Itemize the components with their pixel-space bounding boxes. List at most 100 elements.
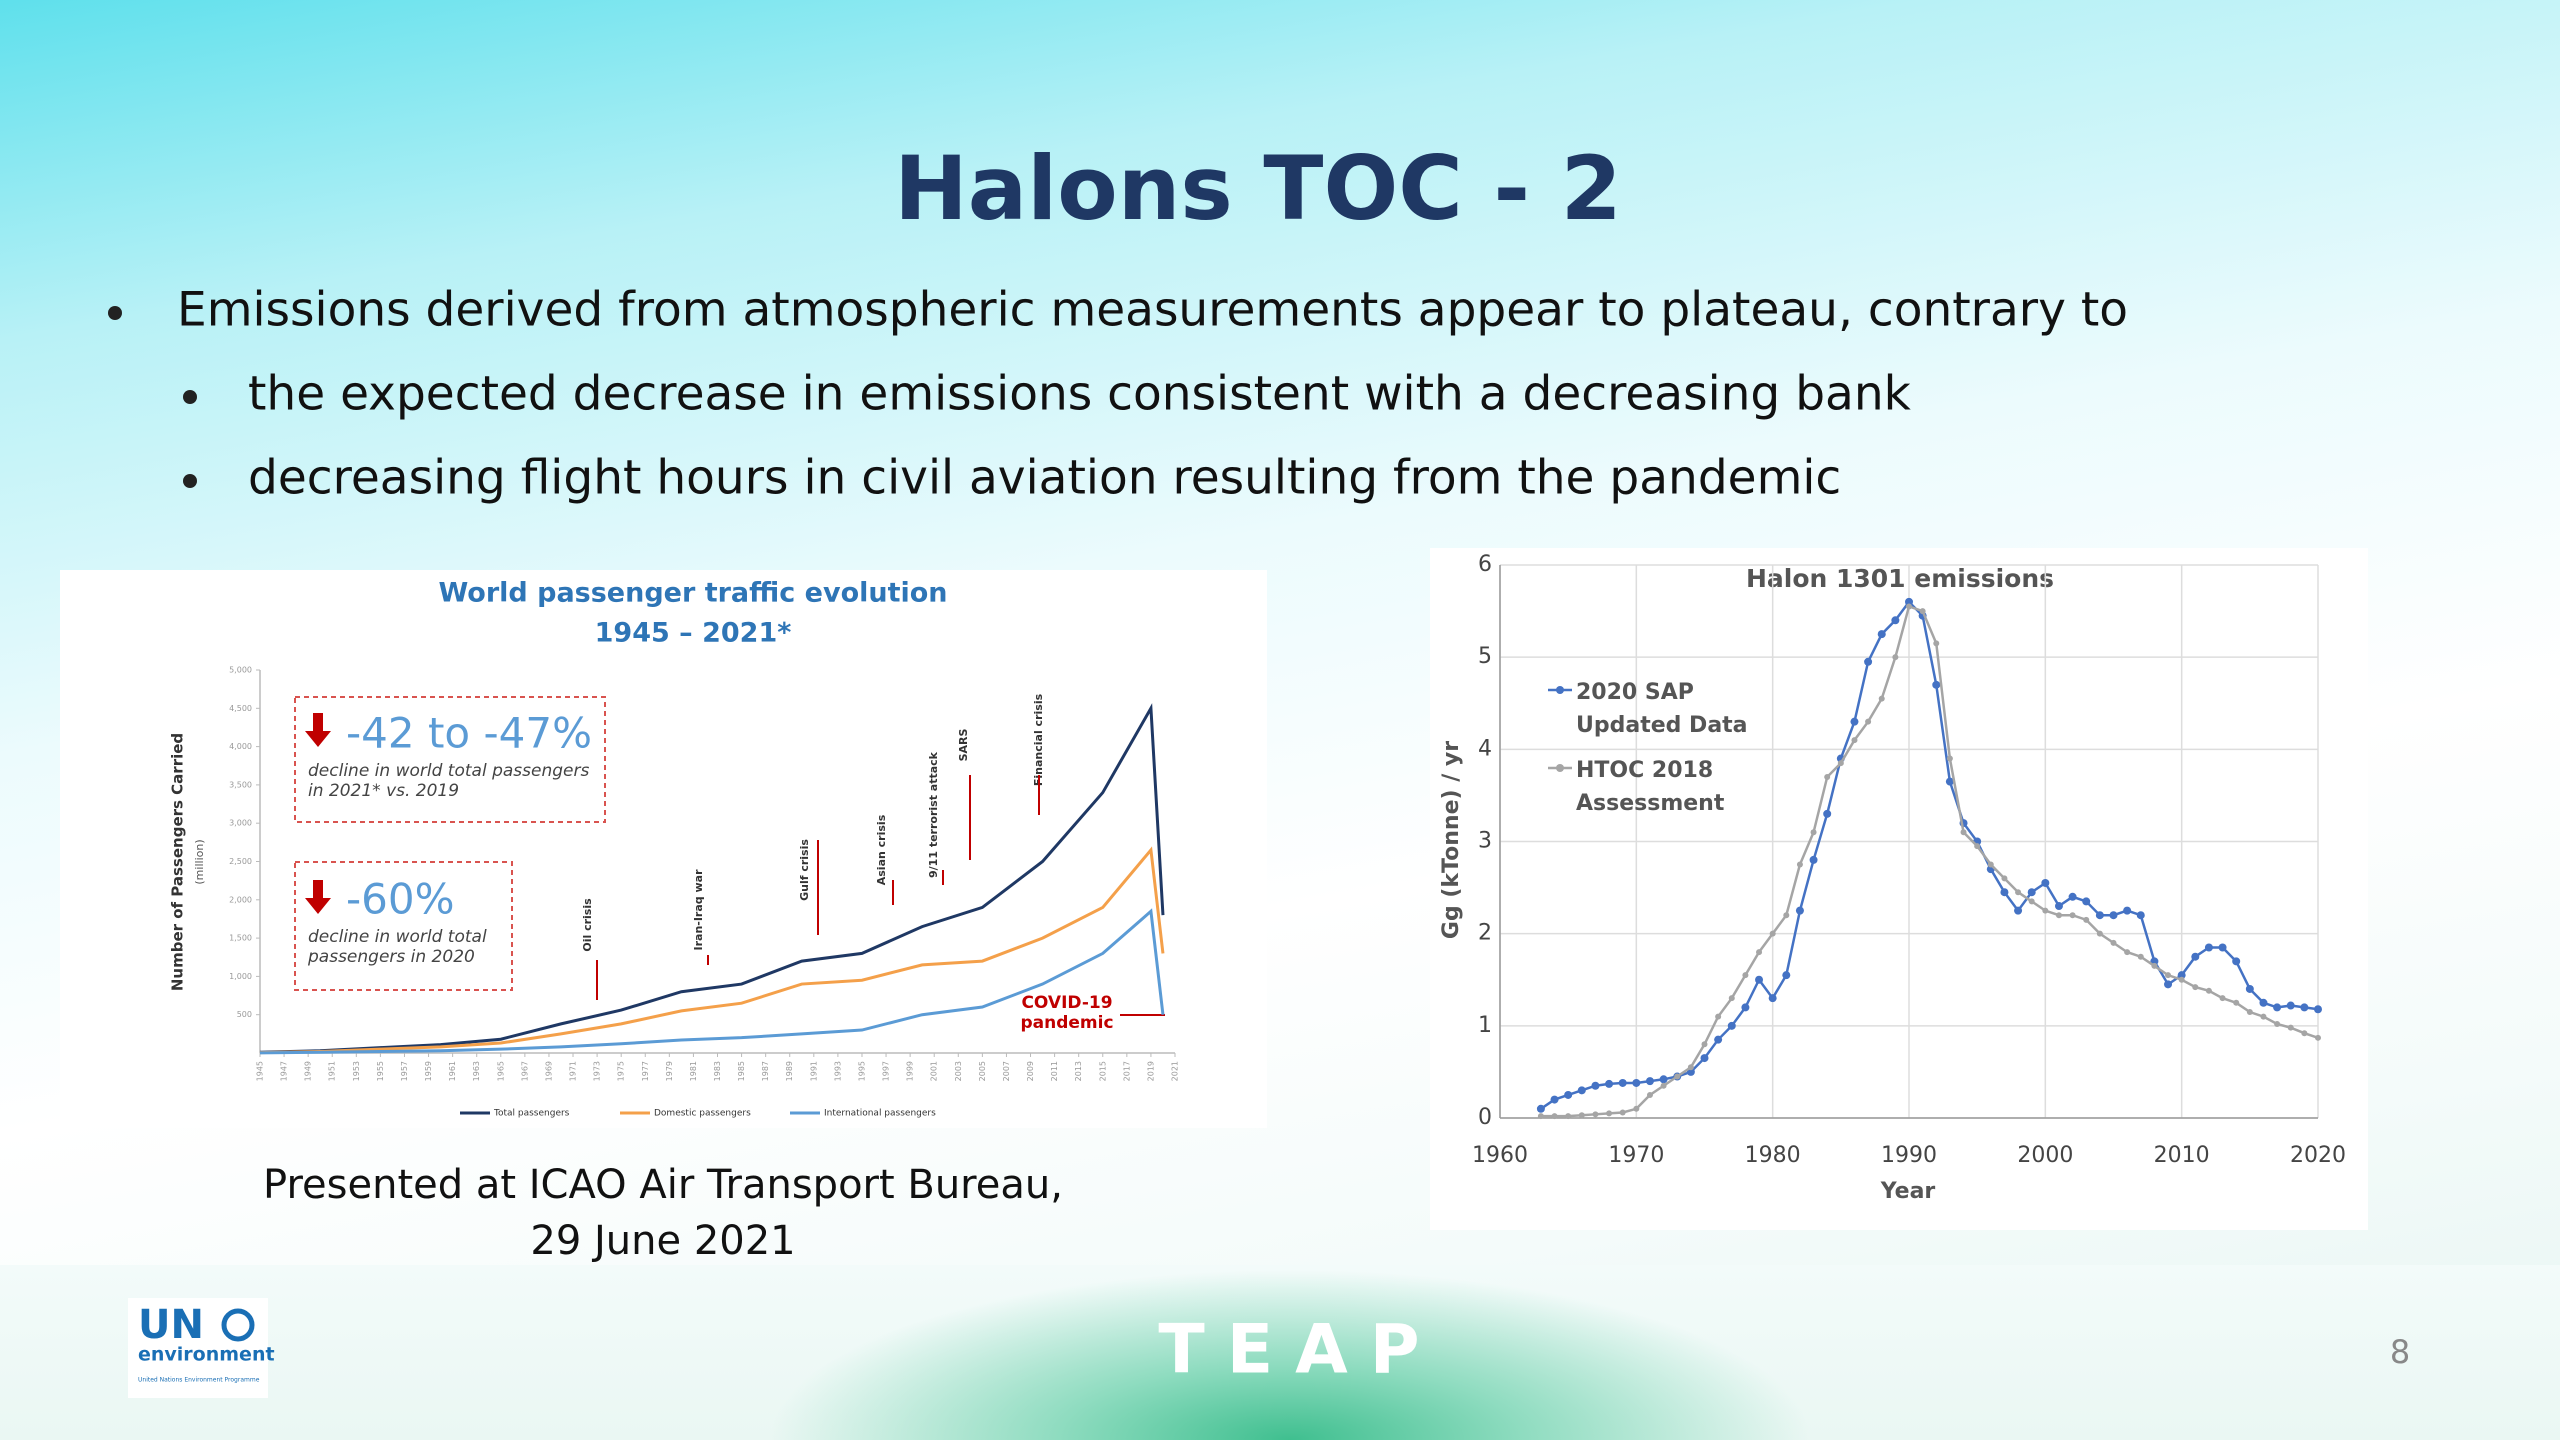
data-point xyxy=(1933,640,1940,647)
data-point xyxy=(1755,975,1764,984)
x-tick-label: 2010 xyxy=(2154,1143,2210,1168)
x-tick-label: 2021 xyxy=(1171,1061,1180,1081)
x-tick-label: 1987 xyxy=(761,1061,770,1081)
data-point xyxy=(2233,999,2240,1006)
data-point xyxy=(1632,1078,1641,1087)
x-tick-label: 2013 xyxy=(1074,1061,1083,1081)
x-tick-label: 1949 xyxy=(304,1061,313,1081)
x-tick-label: 2000 xyxy=(2017,1143,2073,1168)
data-point xyxy=(1633,1105,1640,1112)
x-tick-label: 1983 xyxy=(713,1061,722,1081)
data-point xyxy=(1715,1013,1722,1020)
y-axis-unit: (million) xyxy=(193,839,206,884)
data-point xyxy=(2259,998,2268,1007)
legend-label: 2020 SAP Updated Data xyxy=(1576,680,1748,738)
bullet-text: Emissions derived from atmospheric measu… xyxy=(177,283,2128,338)
data-point xyxy=(1645,1077,1654,1086)
y-tick-label: 2,500 xyxy=(229,857,252,866)
data-point xyxy=(2028,898,2035,905)
data-point xyxy=(2178,976,2185,983)
data-point xyxy=(2001,875,2008,882)
data-point xyxy=(1878,695,1885,702)
data-point xyxy=(1605,1079,1614,1088)
data-point xyxy=(2027,888,2036,897)
y-tick-label: 5,000 xyxy=(229,666,252,675)
down-arrow xyxy=(305,713,331,747)
legend-label: International passengers xyxy=(824,1109,936,1119)
x-tick-label: 2020 xyxy=(2290,1143,2346,1168)
data-point xyxy=(1906,603,1912,610)
y-tick-label: 5 xyxy=(1478,644,1492,669)
data-point xyxy=(1823,809,1832,818)
logo-sub: environment xyxy=(138,1344,275,1366)
x-tick-label: 1957 xyxy=(400,1061,409,1081)
y-tick-label: 6 xyxy=(1478,552,1492,577)
event-label: SARS xyxy=(957,729,970,762)
data-point xyxy=(1864,657,1873,666)
y-tick-label: 2 xyxy=(1478,921,1492,946)
x-tick-label: 2019 xyxy=(1146,1061,1155,1081)
x-tick-label: 1977 xyxy=(641,1061,650,1081)
data-point xyxy=(2246,1009,2253,1016)
data-point xyxy=(2136,911,2145,920)
data-point xyxy=(1714,1035,1723,1044)
x-tick-label: 2003 xyxy=(954,1061,963,1081)
annotation-box xyxy=(294,861,513,991)
annotation-box xyxy=(294,696,606,823)
chart-title: Halon 1301 emissions xyxy=(1746,564,2054,593)
data-point xyxy=(1646,1091,1653,1098)
data-point xyxy=(2069,912,2076,919)
data-point xyxy=(2218,943,2227,952)
event-arrows xyxy=(596,775,1165,1016)
x-tick-label: 1947 xyxy=(280,1061,289,1081)
y-tick-label: 1,500 xyxy=(229,934,252,943)
data-point xyxy=(1769,930,1776,937)
x-tick-label: 1955 xyxy=(376,1061,385,1081)
x-tick-label: 2009 xyxy=(1026,1061,1035,1081)
data-point xyxy=(1577,1086,1586,1095)
x-tick-label: 2007 xyxy=(1002,1061,1011,1081)
y-axis-label: Gg (kTonne) / yr xyxy=(1439,741,1464,939)
annotation-headline: -60% xyxy=(346,875,455,924)
legend-label: HTOC 2018 Assessment xyxy=(1576,758,1725,816)
x-tick-label: 1963 xyxy=(472,1061,481,1081)
x-tick-label: 1985 xyxy=(737,1061,746,1081)
data-point xyxy=(1877,630,1886,639)
x-tick-label: 1959 xyxy=(424,1061,433,1081)
data-point xyxy=(1945,777,1954,786)
data-point xyxy=(1659,1075,1668,1084)
data-point xyxy=(1905,597,1913,606)
data-point xyxy=(1782,971,1791,980)
data-point xyxy=(1565,1113,1572,1120)
data-point xyxy=(1592,1111,1599,1118)
x-tick-label: 1945 xyxy=(256,1061,265,1081)
data-point xyxy=(2137,953,2144,960)
data-point xyxy=(2219,995,2226,1002)
data-point xyxy=(1987,861,1994,868)
slide-title: Halons TOC - 2 xyxy=(894,137,1622,240)
data-point xyxy=(2286,1001,2295,1010)
data-point xyxy=(2109,911,2118,920)
data-point xyxy=(2164,980,2173,989)
y-tick-label: 4,000 xyxy=(229,742,252,751)
series-line xyxy=(1540,599,2319,1110)
data-point xyxy=(2095,911,2104,920)
data-point xyxy=(1837,760,1844,767)
data-point xyxy=(2055,912,2062,919)
y-tick-label: 3,500 xyxy=(229,780,252,789)
x-tick-label: 1975 xyxy=(617,1061,626,1081)
data-point xyxy=(1701,1041,1708,1048)
caption: 29 June 2021 xyxy=(530,1218,795,1264)
bullet-text: the expected decrease in emissions consi… xyxy=(248,367,1912,422)
chart-title: World passenger traffic evolution xyxy=(438,578,947,609)
data-point xyxy=(2123,906,2132,915)
right-chart-panel xyxy=(1430,548,2368,1230)
footer-band xyxy=(0,1265,2560,1440)
x-tick-label: 2011 xyxy=(1050,1061,1059,1081)
event-label: Financial crisis xyxy=(1032,693,1045,786)
data-point xyxy=(1865,718,1872,725)
data-point xyxy=(1783,912,1790,919)
data-point xyxy=(1618,1078,1627,1087)
chart-title: 1945 – 2021* xyxy=(595,618,792,649)
data-point xyxy=(1824,773,1831,780)
